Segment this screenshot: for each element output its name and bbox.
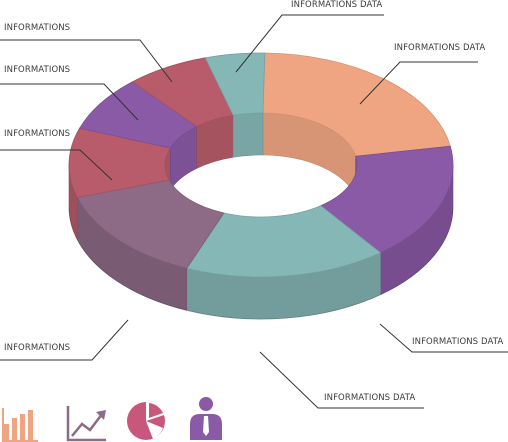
tie xyxy=(203,416,209,436)
slice-label: INFORMATIONS DATA xyxy=(394,43,485,53)
leader-line xyxy=(0,39,173,83)
slice-label: INFORMATIONS xyxy=(4,65,70,75)
pie-slice xyxy=(149,403,163,418)
inner-walls xyxy=(164,112,358,259)
outer-rim-bottom xyxy=(68,206,454,320)
leader-line xyxy=(235,14,384,73)
slice-inner-wall xyxy=(232,112,264,158)
line-chart-icon xyxy=(66,406,106,442)
callout-left-bottom: INFORMATIONS xyxy=(0,319,129,361)
pie-cut xyxy=(146,421,163,439)
axis xyxy=(66,406,106,442)
icon-row xyxy=(2,397,222,442)
leader-line xyxy=(359,61,478,105)
leader-line xyxy=(259,351,424,409)
baseline xyxy=(2,440,38,442)
callout-right-upper: INFORMATIONS DATA xyxy=(359,43,485,105)
slice-label: INFORMATIONS DATA xyxy=(291,0,382,10)
leader-line xyxy=(379,323,508,353)
callout-left-1: INFORMATIONS xyxy=(0,23,173,83)
bar xyxy=(12,418,17,440)
donut-chart xyxy=(68,52,454,320)
leader-line xyxy=(0,149,113,181)
callout-left-2: INFORMATIONS xyxy=(0,65,139,121)
bar-chart-icon xyxy=(2,408,38,442)
bar xyxy=(28,410,33,440)
slice-top xyxy=(262,52,451,157)
slice-label: INFORMATIONS DATA xyxy=(412,337,503,347)
person-icon xyxy=(190,397,222,440)
slice-label: INFORMATIONS DATA xyxy=(324,393,415,403)
bar xyxy=(20,414,25,440)
pie-chart-icon xyxy=(127,402,165,440)
head xyxy=(199,397,213,411)
slice-label: INFORMATIONS xyxy=(4,129,70,139)
slice-label: INFORMATIONS xyxy=(4,343,70,353)
slice-top xyxy=(319,145,454,254)
slice-top xyxy=(186,205,382,278)
slice-label: INFORMATIONS xyxy=(4,23,70,33)
leader-line xyxy=(0,83,139,121)
slice-tops xyxy=(68,52,454,278)
slice-top xyxy=(204,52,266,116)
trend-line xyxy=(71,413,103,437)
bar xyxy=(4,424,9,440)
callout-bottom: INFORMATIONS DATA xyxy=(259,351,424,409)
callout-top: INFORMATIONS DATA xyxy=(235,0,384,73)
callout-right-lower: INFORMATIONS DATA xyxy=(379,323,508,353)
arrow-head xyxy=(96,410,106,420)
leader-line xyxy=(0,319,129,361)
callout-left-3: INFORMATIONS xyxy=(0,129,113,181)
callouts: INFORMATIONS DATA INFORMATIONS DATA INFO… xyxy=(0,0,508,409)
axis xyxy=(2,408,4,442)
